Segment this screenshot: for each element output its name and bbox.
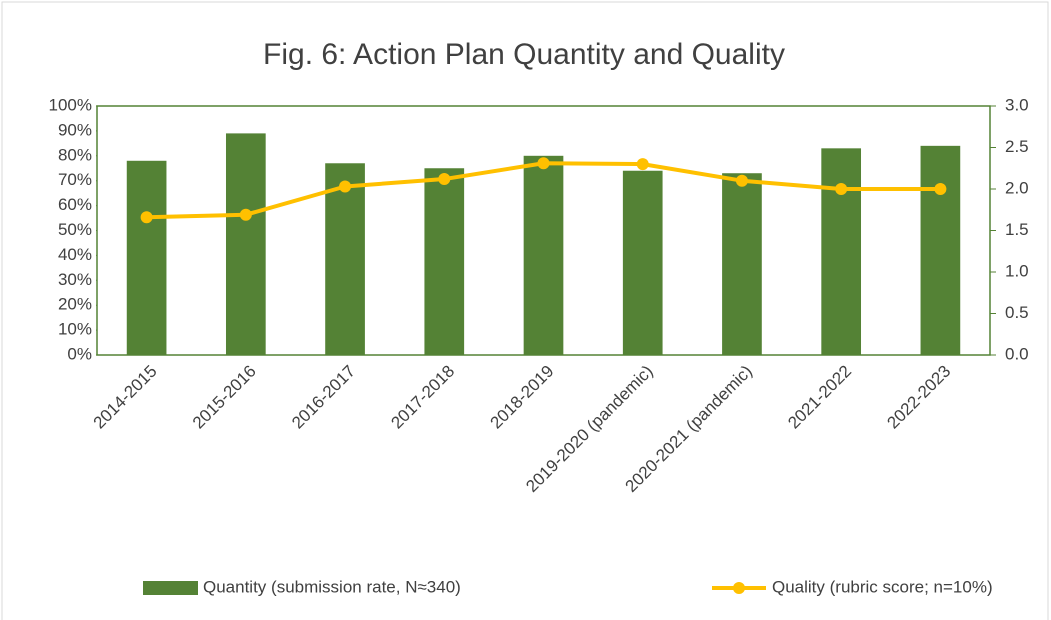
line-marker <box>835 183 848 195</box>
bar <box>622 170 663 355</box>
bar <box>722 173 762 355</box>
y-tick-label: 20% <box>58 295 92 314</box>
bar <box>126 160 167 355</box>
y-tick-label: 30% <box>58 270 92 289</box>
y-tick-label: 10% <box>58 320 92 339</box>
line-marker <box>934 183 947 195</box>
bar <box>821 148 862 355</box>
bar <box>523 155 564 355</box>
x-tick-label: 2014-2015 <box>90 362 161 433</box>
line-marker <box>438 173 451 186</box>
bar <box>225 133 266 355</box>
bar <box>325 163 365 355</box>
y2-tick-label: 0.0 <box>1005 344 1029 363</box>
chart-title: Fig. 6: Action Plan Quantity and Quality <box>263 38 785 71</box>
legend-marker <box>733 582 745 594</box>
legend-label: Quantity (submission rate, N≈340) <box>203 577 461 596</box>
legend-label: Quality (rubric score; n=10%) <box>772 577 993 596</box>
y-tick-label: 0% <box>67 344 92 363</box>
legend-swatch <box>143 581 198 595</box>
y2-tick-label: 0.5 <box>1005 303 1029 322</box>
y-tick-label: 100% <box>49 95 92 114</box>
y2-tick-label: 2.5 <box>1005 137 1029 156</box>
y-tick-label: 40% <box>58 245 92 264</box>
x-tick-label: 2016-2017 <box>288 362 359 433</box>
line-marker <box>636 158 649 171</box>
x-tick-label: 2017-2018 <box>387 362 458 433</box>
y-tick-label: 50% <box>58 220 92 239</box>
x-tick-label: 2018-2019 <box>487 362 558 433</box>
y-tick-label: 80% <box>58 145 92 164</box>
y2-tick-label: 3.0 <box>1005 95 1029 114</box>
y-tick-label: 70% <box>58 170 92 189</box>
y2-tick-label: 2.0 <box>1005 178 1029 197</box>
x-tick-label: 2015-2016 <box>189 362 260 433</box>
x-tick-label: 2022-2023 <box>883 362 954 433</box>
line-marker <box>735 174 748 187</box>
y2-tick-label: 1.5 <box>1005 220 1029 239</box>
line-marker <box>339 180 352 193</box>
line-marker <box>239 208 252 221</box>
line-marker <box>537 157 550 170</box>
bar <box>920 145 961 355</box>
y2-tick-label: 1.0 <box>1005 261 1029 280</box>
bar <box>424 168 465 355</box>
line-marker <box>140 211 153 224</box>
x-tick-label: 2021-2022 <box>784 362 855 433</box>
y-tick-label: 60% <box>58 195 92 214</box>
y-tick-label: 90% <box>58 120 92 139</box>
